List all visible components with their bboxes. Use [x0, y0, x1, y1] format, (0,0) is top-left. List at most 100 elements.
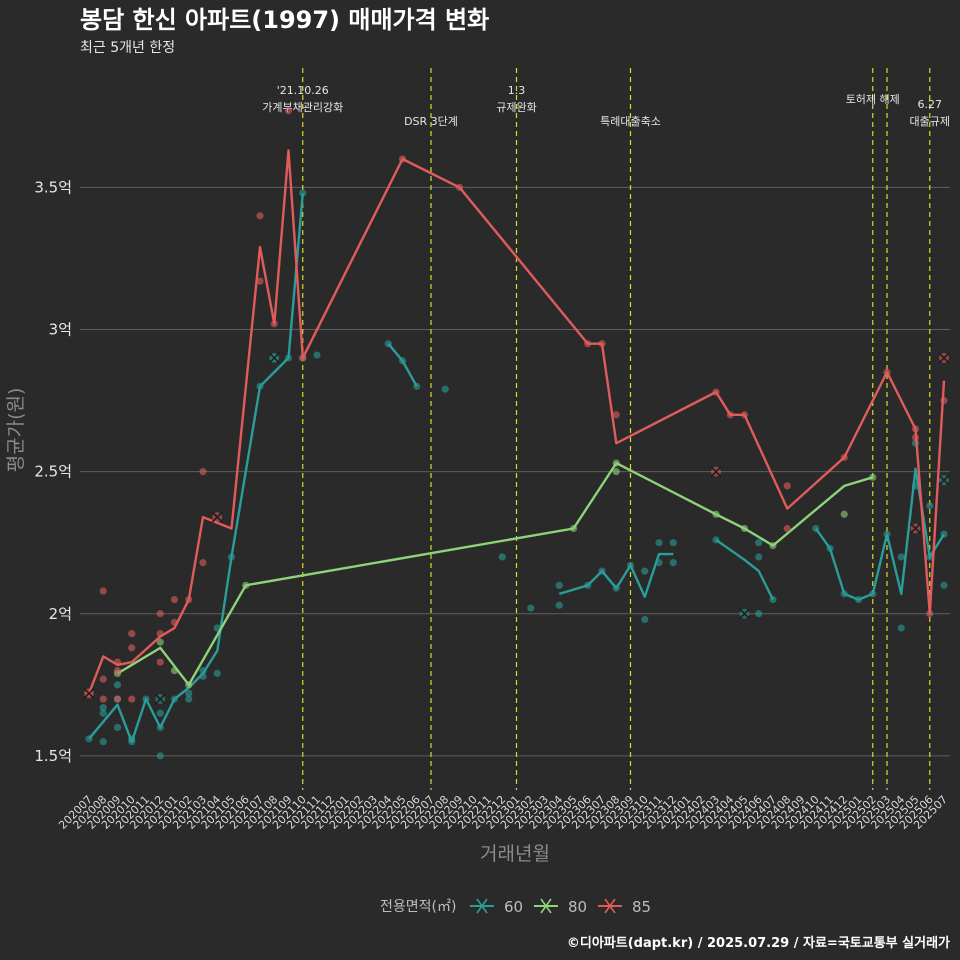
data-point [113, 667, 122, 675]
legend-label: 80 [568, 898, 587, 916]
data-point [99, 587, 107, 595]
data-point [755, 553, 763, 561]
legend-swatch-cross [476, 898, 488, 914]
y-tick-label: 2억 [49, 605, 72, 623]
data-point [185, 689, 193, 697]
legend-item-85: 85 [598, 898, 651, 916]
series-line [387, 342, 418, 387]
event-label: 규제완화 [496, 101, 536, 114]
data-point [156, 638, 164, 646]
data-point [555, 601, 563, 609]
data-point [99, 703, 107, 712]
cross-marker [738, 608, 751, 620]
series-60 [85, 189, 950, 760]
legend-swatch-cross [540, 898, 552, 914]
data-point [113, 681, 122, 689]
data-point [926, 502, 934, 510]
x-axis-title: 거래년월 [480, 843, 550, 865]
data-point [313, 351, 321, 359]
y-tick-label: 1.5억 [34, 747, 72, 765]
y-axis-title: 평균가(원) [5, 388, 27, 473]
data-point [755, 610, 763, 618]
data-point [669, 539, 677, 547]
data-point [199, 558, 207, 567]
data-point [128, 630, 136, 638]
data-point [641, 567, 649, 575]
series-group [83, 107, 950, 760]
data-point [156, 658, 164, 666]
data-point [527, 604, 535, 612]
legend-label: 85 [632, 898, 651, 916]
cross-marker [938, 352, 950, 364]
data-point [840, 510, 848, 518]
data-point [213, 669, 221, 678]
event-label: 가계부채관리강화 [262, 101, 343, 114]
data-point [612, 411, 620, 419]
data-point [156, 709, 164, 717]
event-label: 1.3 [508, 84, 526, 97]
series-line [116, 461, 874, 686]
data-point [113, 723, 122, 732]
data-point [669, 558, 677, 567]
event-label: 토허제 해제 [846, 92, 900, 106]
y-axis: 1.5억 2억 2.5억 3억 3.5억 [34, 178, 72, 765]
gridlines [80, 186, 950, 757]
legend-title: 전용면적(㎡) [380, 899, 456, 915]
legend: 전용면적(㎡) 60 80 85 [380, 898, 651, 916]
chart-subtitle: 최근 5개년 한정 [80, 40, 175, 56]
data-point [783, 524, 791, 533]
cross-marker [909, 522, 922, 535]
data-point [498, 553, 506, 561]
event-label: 대출규제 [910, 115, 950, 128]
series-line [87, 149, 946, 694]
data-point [897, 624, 905, 632]
event-label: '21.10.26 [277, 84, 329, 97]
series-line [88, 192, 304, 743]
series-line [715, 538, 775, 601]
data-point [156, 610, 164, 618]
legend-swatch-cross [604, 898, 616, 914]
data-point [441, 385, 449, 393]
data-point [128, 644, 136, 652]
chart-caption: ©디아파트(dapt.kr) / 2025.07.29 / 자료=국토교통부 실… [567, 935, 950, 951]
data-point [199, 468, 207, 476]
event-label: 특례대출축소 [600, 115, 661, 128]
y-tick-label: 3.5억 [34, 178, 72, 196]
data-point [256, 212, 264, 220]
data-point [185, 695, 193, 703]
cross-marker [938, 474, 950, 486]
data-point [555, 581, 563, 589]
cross-marker [154, 693, 166, 705]
chart-title: 봉담 한신 아파트(1997) 매매가격 변화 [80, 6, 489, 34]
data-point [655, 539, 663, 547]
data-point [99, 709, 107, 717]
series-85 [83, 107, 950, 703]
legend-item-60: 60 [470, 898, 523, 916]
data-point [641, 615, 649, 624]
data-point [113, 695, 122, 703]
cross-marker [710, 466, 722, 478]
event-label: DSR 3단계 [404, 115, 458, 128]
y-tick-label: 2.5억 [34, 463, 72, 481]
cross-marker [83, 687, 95, 699]
data-point [99, 695, 107, 703]
event-label: 6.27 [918, 98, 943, 111]
data-point [256, 277, 264, 285]
data-point [170, 595, 179, 604]
y-tick-label: 3억 [49, 321, 72, 339]
data-point [99, 675, 107, 683]
data-point [156, 752, 164, 760]
series-line [558, 552, 674, 598]
data-point [940, 581, 948, 589]
cross-marker [211, 511, 223, 523]
data-point [783, 482, 791, 490]
x-axis: 2020072020082020092020102020112020122021… [56, 793, 950, 832]
data-point [612, 468, 620, 476]
data-point [299, 189, 307, 197]
legend-label: 60 [504, 898, 523, 916]
data-point [99, 738, 107, 746]
data-point [755, 539, 763, 547]
